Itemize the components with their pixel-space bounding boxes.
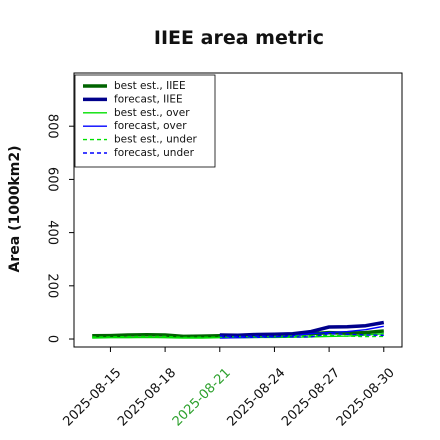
legend-box [74,74,216,168]
legend-label-6: forecast, under [114,147,195,159]
legend-label-5: best est., under [114,134,198,146]
legend-label-2: forecast, IIEE [114,93,183,105]
y-tick-label-800: 800 [45,114,60,139]
y-tick-label-0: 0 [45,335,60,343]
y-axis-label: Area (1000km2) [7,146,23,273]
y-tick-label-400: 400 [45,220,60,245]
legend-label-1: best est., IIEE [114,80,186,92]
plot-area [92,320,385,339]
y-tick-label-200: 200 [45,273,60,298]
series-line-6 [219,333,384,338]
series-line-4 [219,325,384,339]
y-tick-label-600: 600 [45,167,60,192]
legend-label-4: forecast, over [114,120,187,132]
plot-frame [73,72,403,348]
legend-label-3: best est., over [114,107,190,119]
chart-title: IIEE area metric [154,27,324,49]
x-tick-label-2025-08-30: 2025-08-30 [334,365,398,429]
series-line-2 [219,320,385,338]
